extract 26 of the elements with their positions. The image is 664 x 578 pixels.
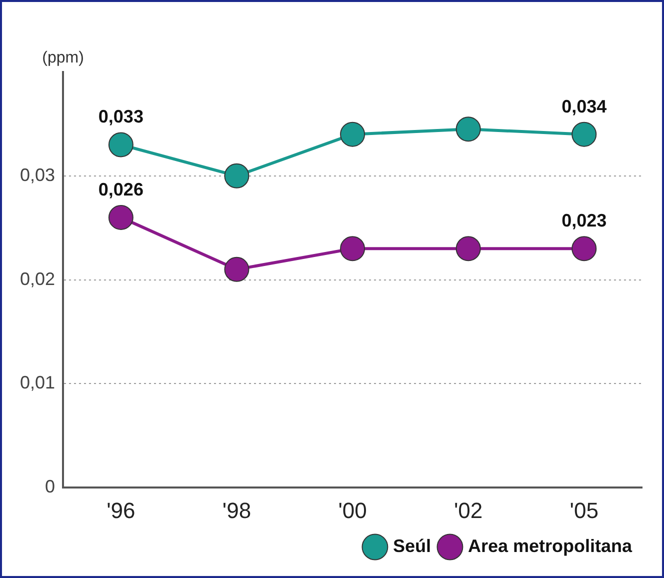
x-tick-label: '96	[106, 498, 136, 523]
y-tick-label: 0,03	[20, 164, 56, 185]
x-tick-label: '98	[222, 498, 252, 523]
data-label: 0,023	[562, 210, 607, 231]
data-label: 0,026	[98, 179, 144, 200]
point	[340, 236, 366, 262]
legend-label: Seúl	[392, 536, 431, 556]
y-tick-label: 0,01	[20, 372, 56, 393]
legend-label: Area metropolitana	[468, 536, 633, 556]
y-tick-label: 0	[45, 476, 56, 497]
x-tick-label: '05	[570, 498, 598, 523]
point	[456, 236, 481, 262]
point	[224, 163, 250, 188]
point	[572, 122, 597, 147]
data-label: 0,033	[98, 106, 144, 127]
point	[108, 132, 134, 158]
point	[224, 256, 250, 282]
point	[108, 204, 134, 230]
point	[456, 116, 481, 142]
point	[340, 122, 366, 147]
point	[572, 236, 597, 262]
x-tick-label: '02	[454, 498, 483, 523]
y-tick-label: 0,02	[20, 268, 56, 289]
data-label: 0,034	[562, 96, 607, 116]
x-tick-label: '00	[338, 498, 367, 523]
y-axis-title: (ppm)	[42, 49, 84, 66]
